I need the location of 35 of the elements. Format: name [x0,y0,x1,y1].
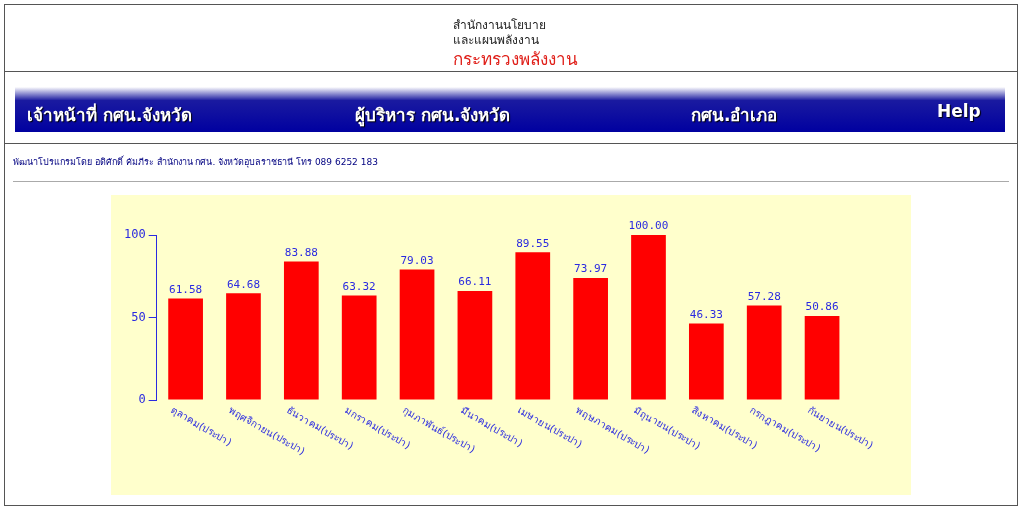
text: กระทรวงพลังงาน [453,49,578,69]
bar [804,316,840,400]
text: Help [937,101,981,121]
data-label: 61.58 [169,282,203,296]
bar [399,269,435,400]
data-label: 64.68 [226,277,261,291]
text: สำนักงานนโยบาย [453,17,546,34]
text: พัฒนาโปรแกรมโดย อดิศักดิ์ คัมภีระ สำนักงาน กศน. จังหวัดอุบลราชธานี โทร 089 6252 183 [13,155,378,169]
bar [226,293,261,400]
data-label: 63.32 [342,279,376,293]
data-label: 57.28 [747,289,781,303]
data-label: 73.97 [574,262,608,276]
data-label: 100.00 [628,219,669,233]
data-label: 46.33 [689,307,723,321]
text: และแผนพลังงาน [453,33,539,47]
bar [168,298,203,400]
bar [746,305,782,400]
bar [631,235,666,400]
data-label: 83.88 [284,245,318,259]
text: กศน.อำเภอ [691,104,778,127]
y-tick-label: 50 [131,309,146,324]
bar [341,295,377,400]
bar [457,290,493,400]
y-tick-label: 100 [123,227,146,242]
bar [515,252,551,400]
data-label: 79.03 [400,253,434,267]
data-label: 89.55 [516,236,550,250]
text: ผู้บริหาร กศน.จังหวัด [355,104,511,128]
text: เจ้าหน้าที่ กศน.จังหวัด [27,102,193,127]
y-tick-label: 0 [138,392,146,407]
bar [573,277,608,400]
bar [283,261,319,400]
bar [688,323,724,400]
data-label: 50.86 [805,300,839,314]
data-label: 66.11 [458,275,492,289]
